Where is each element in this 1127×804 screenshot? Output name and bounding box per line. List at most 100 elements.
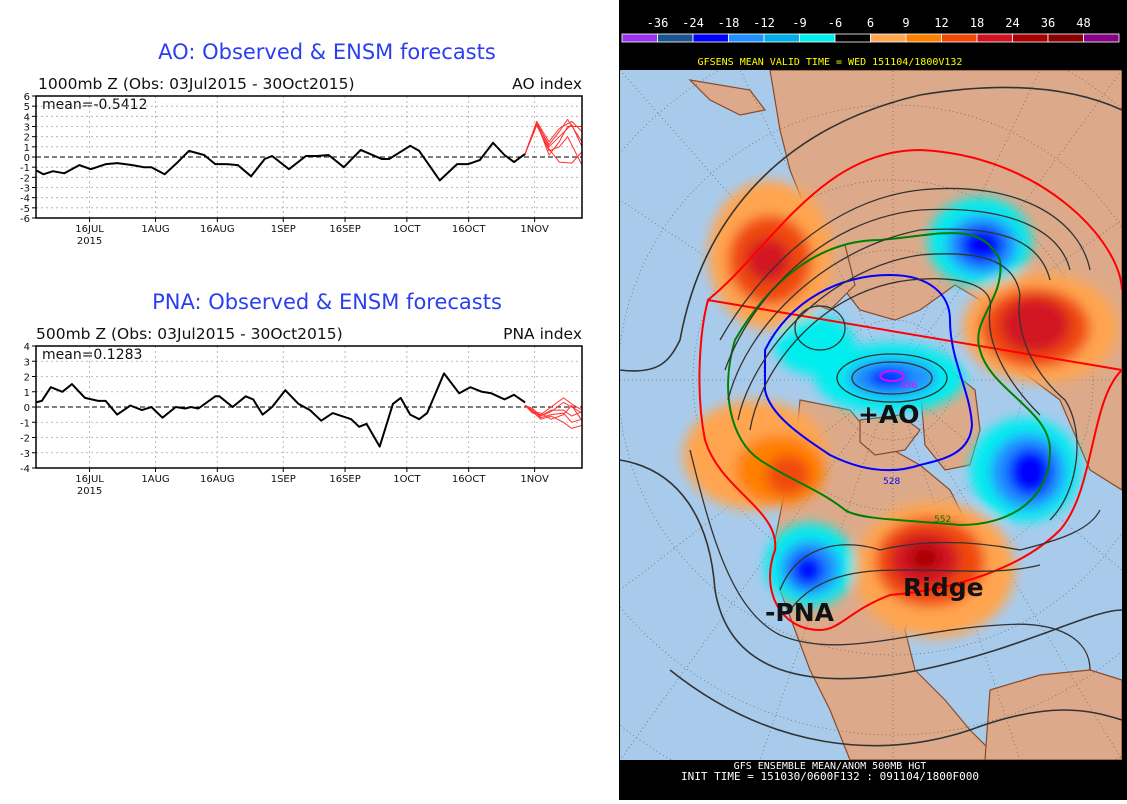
colorbar-swatch xyxy=(941,33,978,43)
series-observed xyxy=(35,372,526,448)
colorbar-label: 18 xyxy=(970,16,984,30)
y-tick-label: 1 xyxy=(24,143,30,154)
x-tick-year-label: 2015 xyxy=(77,236,102,247)
x-tick-label: 16SEP xyxy=(329,474,360,485)
y-tick-label: -4 xyxy=(20,464,30,475)
colorbar-swatch xyxy=(976,33,1013,43)
x-tick-label: 16OCT xyxy=(452,224,487,235)
colorbar-label: -36 xyxy=(647,16,669,30)
colorbar-swatch xyxy=(1047,33,1084,43)
ao-chart-title: AO: Observed & ENSM forecasts xyxy=(158,40,496,64)
colorbar: -36 -24 -18 -12 -9 -6 6 9 12 18 24 36 48 xyxy=(621,16,1120,43)
x-tick-label: 1OCT xyxy=(393,474,421,485)
x-tick-year-label: 2015 xyxy=(77,486,102,497)
colorbar-swatch xyxy=(870,33,907,43)
colorbar-swatch xyxy=(763,33,800,43)
y-tick-label: 0 xyxy=(24,403,30,414)
gfs-ensemble-map-panel: -36 -24 -18 -12 -9 -6 6 9 12 18 24 36 48 GFSENS MEAN… xyxy=(619,0,1127,800)
series-observed xyxy=(35,141,526,182)
x-tick-label: 1SEP xyxy=(271,224,296,235)
plot-frame xyxy=(35,95,583,219)
contour-label-528: 528 xyxy=(883,477,900,487)
series-ensemble-6 xyxy=(524,121,583,155)
colorbar-swatch xyxy=(1012,33,1049,43)
y-tick-label: 4 xyxy=(24,112,30,123)
footer-title: GFS ENSEMBLE MEAN/ANOM 500MB HGT xyxy=(734,761,927,772)
y-tick-label: -2 xyxy=(20,434,30,445)
y-tick-label: 3 xyxy=(24,123,30,134)
annotation-positive-ao: +AO xyxy=(858,400,920,429)
x-tick-label: 16AUG xyxy=(200,474,235,485)
y-tick-label: -2 xyxy=(20,173,30,184)
pna-index-label: PNA index xyxy=(503,325,582,343)
colorbar-swatch xyxy=(692,33,729,43)
annotation-negative-pna: -PNA xyxy=(765,598,835,627)
colorbar-label: 48 xyxy=(1076,16,1090,30)
ao-index-label: AO index xyxy=(512,75,582,93)
y-tick-label: 2 xyxy=(24,373,30,384)
x-tick-label: 1AUG xyxy=(141,224,169,235)
index-charts-panel: AO: Observed & ENSM forecasts 1000mb Z (… xyxy=(20,40,583,497)
gfs-ensemble-map: -36 -24 -18 -12 -9 -6 6 9 12 18 24 36 48 GFSENS MEAN… xyxy=(620,16,1122,783)
contour-label-552: 552 xyxy=(934,515,951,525)
y-tick-label: -3 xyxy=(20,184,30,195)
y-tick-label: -1 xyxy=(20,418,30,429)
colorbar-label: -18 xyxy=(718,16,740,30)
series-ensemble-5 xyxy=(524,125,583,164)
annotation-ridge: Ridge xyxy=(903,573,984,602)
pna-chart-title: PNA: Observed & ENSM forecasts xyxy=(152,290,502,314)
x-tick-label: 1NOV xyxy=(520,224,549,235)
y-tick-label: 5 xyxy=(24,102,30,113)
colorbar-label: -9 xyxy=(792,16,806,30)
colorbar-label: 12 xyxy=(934,16,948,30)
map-area: 496 528 552 +AO Ridge -PNA xyxy=(620,70,1122,760)
colorbar-swatch xyxy=(799,33,836,43)
colorbar-label: -6 xyxy=(828,16,842,30)
height-contours xyxy=(620,86,1122,747)
central-pole-islands xyxy=(859,414,921,456)
colorbar-swatch xyxy=(834,33,871,43)
series-ensemble-3 xyxy=(524,397,583,416)
index-charts: AO: Observed & ENSM forecasts 1000mb Z (… xyxy=(20,40,583,497)
colorbar-swatch xyxy=(621,33,658,43)
y-tick-label: -5 xyxy=(20,204,30,215)
y-tick-label: 2 xyxy=(24,133,30,144)
x-tick-label: 1AUG xyxy=(141,474,169,485)
colorbar-swatch xyxy=(657,33,694,43)
x-tick-label: 16JUL xyxy=(75,474,104,485)
x-tick-label: 16JUL xyxy=(75,224,104,235)
y-tick-label: -1 xyxy=(20,163,30,174)
valid-time: GFSENS MEAN VALID TIME = WED 151104/1800… xyxy=(698,57,963,68)
colorbar-label: -12 xyxy=(753,16,775,30)
alaska-siberia-land xyxy=(688,79,767,116)
x-tick-label: 16SEP xyxy=(329,224,360,235)
series-ensemble-6 xyxy=(524,405,583,421)
series-ensemble-2 xyxy=(524,405,583,423)
y-tick-label: -6 xyxy=(20,214,30,225)
contour-label-496: 496 xyxy=(900,381,917,391)
y-tick-label: 0 xyxy=(24,153,30,164)
y-tick-label: -4 xyxy=(20,194,30,205)
y-tick-label: 1 xyxy=(24,388,30,399)
x-tick-label: 16OCT xyxy=(452,474,487,485)
pna-mean-label: mean=0.1283 xyxy=(42,347,142,363)
series-ensemble-5 xyxy=(524,405,583,417)
pna-chart-subtitle: 500mb Z (Obs: 03Jul2015 - 30Oct2015) xyxy=(36,325,343,343)
colorbar-label: 24 xyxy=(1005,16,1019,30)
plot-frame xyxy=(35,345,583,469)
x-tick-label: 16AUG xyxy=(200,224,235,235)
footer-init-time: INIT TIME = 151030/0600F132 : 091104/180… xyxy=(681,770,979,783)
y-tick-label: 3 xyxy=(24,357,30,368)
y-tick-label: -3 xyxy=(20,449,30,460)
x-tick-label: 1OCT xyxy=(393,224,421,235)
ao-chart-subtitle: 1000mb Z (Obs: 03Jul2015 - 30Oct2015) xyxy=(38,75,355,93)
ao-mean-label: mean=-0.5412 xyxy=(42,97,147,113)
colorbar-swatch xyxy=(905,33,942,43)
x-tick-label: 1NOV xyxy=(520,474,549,485)
y-tick-label: 4 xyxy=(24,342,30,353)
ao-chart: AO: Observed & ENSM forecasts 1000mb Z (… xyxy=(20,40,583,247)
x-tick-label: 1SEP xyxy=(271,474,296,485)
pna-chart: PNA: Observed & ENSM forecasts 500mb Z (… xyxy=(20,290,583,497)
colorbar-label: 36 xyxy=(1041,16,1055,30)
colorbar-swatch xyxy=(728,33,765,43)
